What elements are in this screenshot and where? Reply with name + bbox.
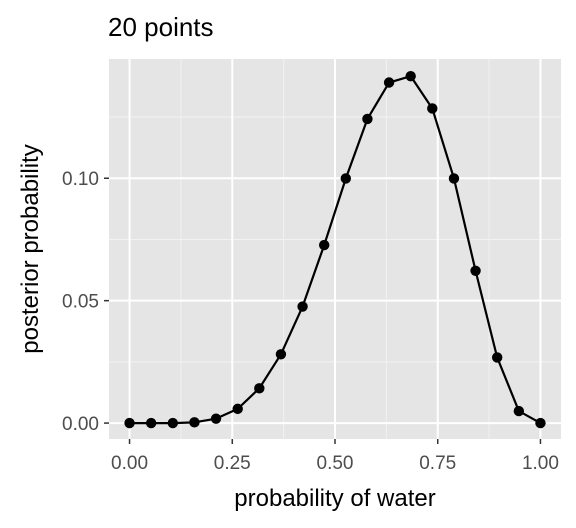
data-point (513, 405, 525, 417)
data-point (383, 77, 395, 88)
x-tick-label: 0.50 (317, 453, 354, 474)
x-tick-label: 0.25 (214, 453, 251, 474)
data-points (124, 70, 546, 429)
data-point (340, 173, 352, 184)
data-point (189, 417, 200, 428)
data-point (124, 417, 135, 429)
data-point (297, 301, 308, 312)
tick-labels: 0.00 0.25 0.50 0.75 1.00 0.00 0.05 0.10 (62, 169, 559, 474)
y-tick-label: 0.10 (62, 169, 99, 190)
y-axis-title: posterior probability (17, 144, 44, 353)
y-tick-label: 0.00 (62, 414, 99, 435)
data-point (491, 352, 503, 363)
data-point (167, 417, 179, 429)
x-axis-title: probability of water (234, 485, 435, 512)
axis-ticks (104, 177, 542, 444)
chart-title: 20 points (108, 12, 214, 42)
data-point (405, 70, 416, 82)
data-point (535, 417, 546, 429)
y-tick-label: 0.05 (62, 292, 99, 313)
data-point (254, 383, 265, 394)
data-point (427, 103, 438, 114)
data-point (275, 349, 287, 360)
data-point (470, 265, 481, 276)
data-point (448, 173, 460, 184)
data-point (210, 413, 222, 424)
x-tick-label: 1.00 (522, 453, 559, 474)
data-point (362, 113, 373, 125)
data-point (318, 239, 330, 251)
x-tick-label: 0.75 (419, 453, 456, 474)
data-point (145, 417, 157, 429)
data-point (232, 403, 243, 415)
x-tick-label: 0.00 (111, 453, 148, 474)
